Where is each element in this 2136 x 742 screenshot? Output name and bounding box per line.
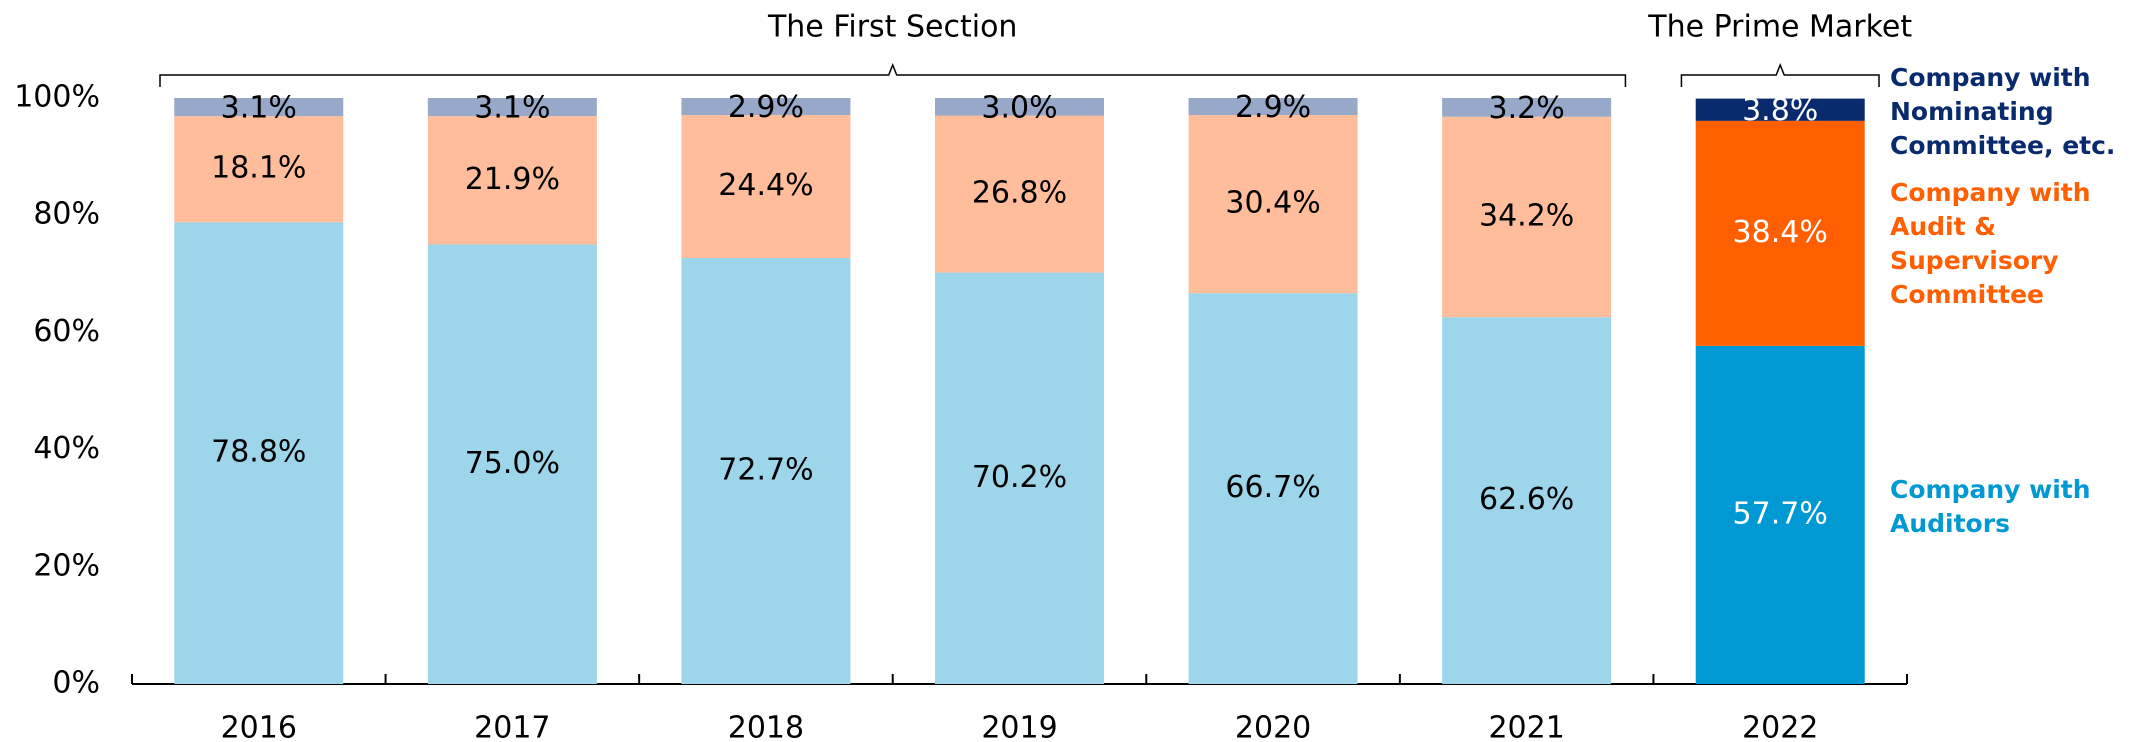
bar-segment: [427, 244, 597, 684]
x-tick-label: 2016: [221, 711, 297, 742]
value-label: 38.4%: [1733, 215, 1828, 250]
group-bracket: [159, 62, 1627, 87]
bar-segment: [935, 115, 1104, 273]
bar-segment: [681, 114, 851, 258]
value-label: 70.2%: [972, 460, 1067, 495]
x-tick-label: 2017: [474, 711, 550, 742]
y-tick-label: 80%: [33, 197, 100, 232]
legend-entry: Company with Nominating Committee, etc.: [1890, 63, 2116, 160]
value-label: 34.2%: [1479, 198, 1574, 233]
value-label: 3.1%: [474, 91, 550, 126]
group-label: The Prime Market: [1647, 10, 1912, 45]
value-label: 26.8%: [972, 176, 1067, 211]
bar-segment: [1695, 345, 1865, 684]
value-label: 3.1%: [221, 91, 297, 126]
bar-segment: [935, 98, 1104, 116]
value-label: 30.4%: [1225, 186, 1320, 221]
value-label: 24.4%: [718, 168, 813, 203]
legend-entry: Company with Audit & Supervisory Committ…: [1890, 178, 2091, 309]
value-label: 2.9%: [728, 90, 804, 125]
bar-segment: [1695, 120, 1865, 346]
value-label: 62.6%: [1479, 482, 1574, 517]
group-bracket: [1680, 62, 1880, 87]
x-tick-label: 2022: [1742, 711, 1818, 742]
y-tick-label: 40%: [33, 431, 100, 466]
value-label: 75.0%: [465, 446, 560, 481]
bar-segment: [427, 98, 597, 117]
bar-segment: [1188, 114, 1358, 294]
y-tick-label: 100%: [14, 80, 100, 115]
y-tick-label: 0%: [52, 666, 100, 701]
bar-segment: [174, 98, 344, 117]
value-label: 78.8%: [211, 435, 306, 470]
bar-segment: [681, 98, 851, 115]
y-tick-label: 20%: [33, 548, 100, 583]
bar-segment: [1695, 98, 1865, 121]
bar-segment: [174, 222, 344, 684]
value-label: 2.9%: [1235, 90, 1311, 125]
bar-segment: [1188, 293, 1358, 684]
value-label: 21.9%: [465, 162, 560, 197]
x-tick-label: 2020: [1235, 711, 1311, 742]
x-tick-label: 2018: [728, 711, 804, 742]
value-label: 3.2%: [1489, 91, 1565, 126]
value-label: 72.7%: [718, 452, 813, 487]
y-tick-label: 60%: [33, 314, 100, 349]
bar-segment: [1188, 98, 1358, 115]
bar-segment: [935, 272, 1104, 684]
group-label: The First Section: [767, 10, 1017, 45]
bar-segment: [1442, 317, 1612, 684]
bar-segment: [1442, 116, 1612, 318]
bar-segment: [1442, 98, 1612, 117]
x-tick-label: 2021: [1488, 711, 1564, 742]
bar-segment: [427, 116, 597, 245]
bar-segment: [174, 116, 344, 223]
bar-segment: [681, 257, 851, 684]
legend-entry: Company with Auditors: [1890, 475, 2091, 538]
x-tick-label: 2019: [981, 711, 1057, 742]
value-label: 66.7%: [1225, 470, 1320, 505]
value-label: 3.0%: [981, 90, 1057, 125]
value-label: 18.1%: [211, 151, 306, 186]
value-label: 57.7%: [1733, 496, 1828, 531]
value-label: 3.8%: [1742, 93, 1818, 128]
